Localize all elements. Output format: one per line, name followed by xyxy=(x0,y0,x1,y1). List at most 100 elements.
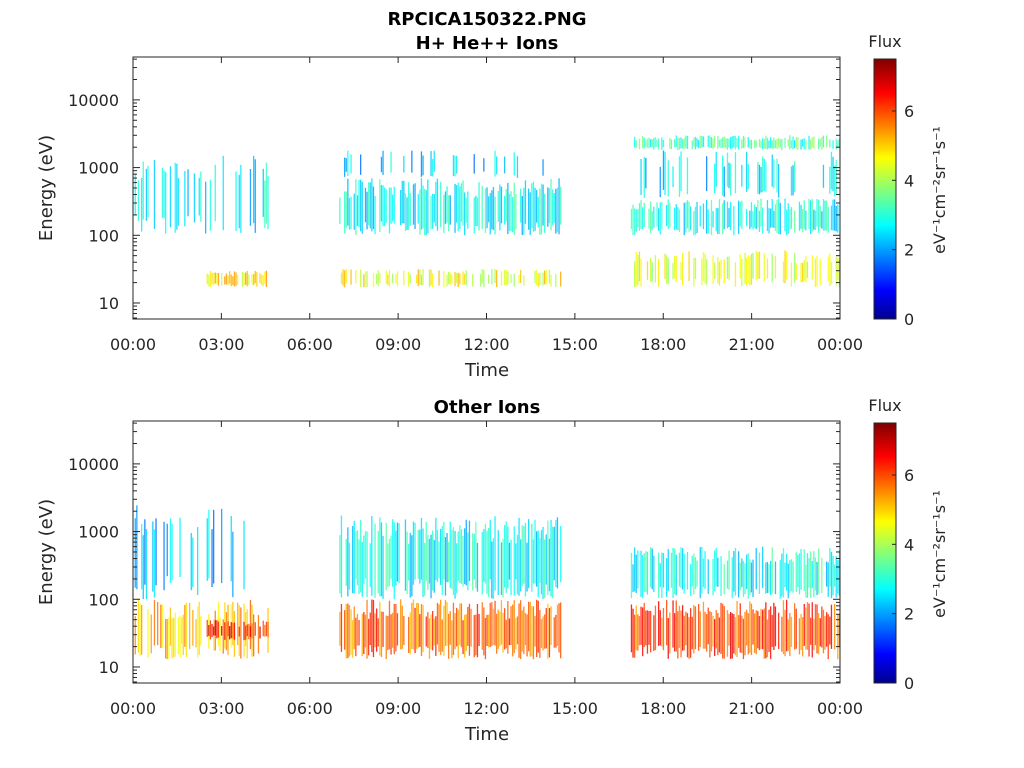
flux-strip xyxy=(472,533,474,591)
flux-strip xyxy=(666,599,668,646)
flux-strip xyxy=(516,156,519,178)
spectrogram-block xyxy=(206,619,269,641)
flux-strip xyxy=(411,602,413,649)
flux-strip xyxy=(433,150,435,172)
flux-strip xyxy=(556,187,559,233)
flux-strip xyxy=(456,543,458,594)
flux-strip xyxy=(667,160,669,197)
flux-strip xyxy=(352,620,354,658)
flux-strip xyxy=(489,193,491,235)
flux-strip xyxy=(556,517,559,589)
flux-strip xyxy=(814,258,817,287)
y-tick-label: 1000 xyxy=(78,523,119,542)
flux-strip xyxy=(638,138,641,150)
flux-strip xyxy=(696,560,698,587)
colorbar-title: Flux xyxy=(868,32,901,51)
flux-strip xyxy=(217,273,220,286)
flux-strip xyxy=(481,602,483,650)
flux-strip xyxy=(390,535,392,579)
flux-strip xyxy=(819,139,821,147)
flux-strip xyxy=(224,622,226,640)
flux-strip xyxy=(524,180,527,224)
flux-strip xyxy=(789,135,791,150)
flux-strip xyxy=(532,606,535,660)
flux-strip xyxy=(747,137,749,148)
flux-strip xyxy=(686,613,689,658)
flux-strip xyxy=(246,624,248,637)
flux-strip xyxy=(733,135,735,147)
flux-strip xyxy=(214,272,216,284)
flux-strip xyxy=(739,603,741,653)
flux-strip xyxy=(553,526,555,581)
flux-strip xyxy=(826,612,828,647)
flux-strip xyxy=(662,553,665,588)
flux-strip xyxy=(411,535,413,597)
flux-strip xyxy=(491,268,493,285)
flux-strip xyxy=(372,186,375,230)
flux-strip xyxy=(714,262,716,279)
flux-strip xyxy=(723,606,725,659)
flux-strip xyxy=(712,138,714,149)
flux-strip xyxy=(456,272,458,283)
flux-strip xyxy=(209,179,212,231)
flux-strip xyxy=(520,188,522,223)
flux-strip xyxy=(717,557,719,587)
flux-strip xyxy=(248,274,250,285)
spectrogram-block xyxy=(630,198,839,236)
flux-strip xyxy=(808,135,810,150)
x-tick-label: 03:00 xyxy=(198,699,244,718)
flux-strip xyxy=(763,138,765,149)
flux-strip xyxy=(630,208,633,229)
flux-strip xyxy=(206,518,208,581)
flux-strip xyxy=(813,551,815,598)
flux-strip xyxy=(800,262,802,283)
flux-strip xyxy=(717,136,719,149)
flux-strip xyxy=(766,258,769,279)
flux-strip xyxy=(678,137,681,150)
flux-strip xyxy=(798,553,801,595)
flux-strip xyxy=(715,208,717,232)
flux-strip xyxy=(651,262,653,282)
flux-strip xyxy=(637,209,639,228)
flux-strip xyxy=(734,617,737,656)
flux-strip xyxy=(800,139,802,150)
flux-strip xyxy=(725,138,727,149)
flux-strip xyxy=(355,270,357,284)
flux-strip xyxy=(680,151,682,192)
flux-strip xyxy=(494,600,496,646)
flux-strip xyxy=(776,199,778,233)
flux-strip xyxy=(262,274,264,287)
flux-strip xyxy=(364,187,367,223)
flux-strip xyxy=(520,269,522,283)
flux-strip xyxy=(403,180,405,224)
flux-strip xyxy=(424,542,426,596)
flux-strip xyxy=(677,138,679,151)
flux-strip xyxy=(145,529,148,600)
flux-strip xyxy=(448,613,450,659)
flux-strip xyxy=(653,206,655,228)
flux-strip xyxy=(678,209,681,232)
flux-strip xyxy=(491,602,493,646)
flux-strip xyxy=(518,274,520,284)
flux-strip xyxy=(436,602,439,645)
flux-strip xyxy=(827,206,829,233)
flux-strip xyxy=(340,604,343,652)
flux-strip xyxy=(208,509,210,579)
flux-strip xyxy=(243,621,245,641)
flux-strip xyxy=(747,553,749,599)
flux-strip xyxy=(784,562,786,587)
flux-strip xyxy=(718,199,721,234)
flux-strip xyxy=(795,552,797,592)
flux-strip xyxy=(544,614,546,649)
flux-strip xyxy=(749,256,751,286)
flux-strip xyxy=(749,210,751,230)
flux-strip xyxy=(380,522,383,597)
flux-strip xyxy=(723,136,725,148)
flux-strip xyxy=(364,531,367,579)
flux-strip xyxy=(213,626,215,636)
flux-strip xyxy=(674,256,676,279)
flux-strip xyxy=(536,599,538,657)
flux-strip xyxy=(770,606,772,660)
spectrogram-area xyxy=(134,505,841,660)
flux-strip xyxy=(738,135,740,150)
